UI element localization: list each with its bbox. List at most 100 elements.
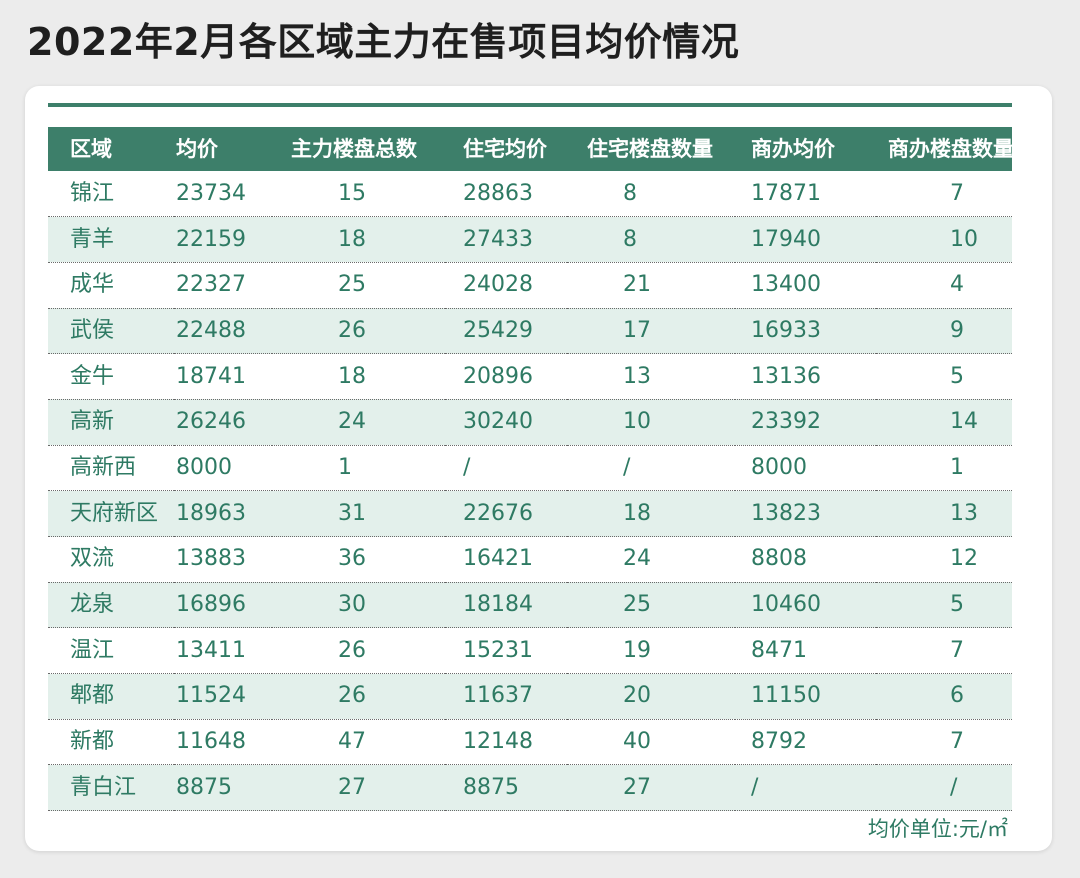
value-cell: 8: [567, 216, 735, 263]
table-header-row: 区域 均价 主力楼盘总数 住宅均价 住宅楼盘数量 商办均价 商办楼盘数量: [48, 127, 1014, 171]
value-cell: 16421: [445, 536, 567, 583]
value-cell: 8: [567, 171, 735, 218]
column-header: 商办均价: [751, 137, 835, 161]
value-cell: 10460: [735, 582, 876, 629]
value-cell: 17940: [735, 216, 876, 263]
value-cell: 18184: [445, 582, 567, 629]
page-title: 2022年2月各区域主力在售项目均价情况: [27, 20, 740, 64]
value-cell: 28863: [445, 171, 567, 218]
value-cell: 8808: [735, 536, 876, 583]
value-cell: 20896: [445, 353, 567, 400]
value-cell: 24: [567, 536, 735, 583]
value-cell: 40: [567, 719, 735, 766]
value-cell: 30240: [445, 399, 567, 446]
value-cell: 10: [876, 216, 1012, 263]
region-cell: 温江: [48, 627, 174, 675]
value-cell: 13400: [735, 262, 876, 309]
value-cell: 11524: [174, 673, 272, 720]
value-cell: 25429: [445, 308, 567, 355]
value-cell: 19: [567, 627, 735, 675]
value-cell: 16896: [174, 582, 272, 629]
price-table: 区域 均价 主力楼盘总数 住宅均价 住宅楼盘数量 商办均价 商办楼盘数量 锦江 2…: [48, 127, 1014, 812]
table-row: 郫都 11524 26 11637 20 11150 6: [48, 673, 1012, 720]
value-cell: 24: [272, 399, 445, 446]
table-row: 金牛 18741 18 20896 13 13136 5: [48, 353, 1012, 400]
value-cell: 8000: [174, 445, 272, 492]
region-cell: 天府新区: [48, 490, 174, 537]
table-row: 高新西 8000 1//8000 1: [48, 445, 1012, 492]
value-cell: 21: [567, 262, 735, 309]
table-body: 锦江 23734 15 28863 8 17871 7 青羊 22159 18 27433 8 1794…: [48, 171, 1012, 812]
value-cell: 27433: [445, 216, 567, 263]
value-cell: 11150: [735, 673, 876, 720]
value-cell: 16933: [735, 308, 876, 355]
region-cell: 龙泉: [48, 582, 174, 629]
value-cell: /: [445, 445, 567, 492]
column-header: 区域: [70, 137, 112, 161]
value-cell: 13883: [174, 536, 272, 583]
region-cell: 双流: [48, 536, 174, 583]
value-cell: 26246: [174, 399, 272, 446]
region-cell: 高新西: [48, 445, 174, 492]
value-cell: 15231: [445, 627, 567, 675]
value-cell: 18: [567, 490, 735, 537]
region-cell: 郫都: [48, 673, 174, 720]
column-header: 住宅楼盘数量: [587, 137, 713, 161]
table-row: 双流 13883 36 16421 24 8808 12: [48, 536, 1012, 583]
value-cell: 26: [272, 627, 445, 675]
value-cell: 13823: [735, 490, 876, 537]
value-cell: 23392: [735, 399, 876, 446]
value-cell: 22676: [445, 490, 567, 537]
value-cell: 8792: [735, 719, 876, 766]
table-row: 武侯 22488 26 25429 17 16933 9: [48, 308, 1012, 355]
table-row: 青白江 8875 27 8875 27//: [48, 764, 1012, 812]
table-row: 锦江 23734 15 28863 8 17871 7: [48, 171, 1012, 218]
value-cell: 18963: [174, 490, 272, 537]
value-cell: /: [735, 764, 876, 812]
table-row: 高新 26246 24 30240 10 23392 14: [48, 399, 1012, 446]
value-cell: 7: [876, 627, 1012, 675]
value-cell: 23734: [174, 171, 272, 218]
value-cell: 13: [876, 490, 1012, 537]
value-cell: 13411: [174, 627, 272, 675]
table-row: 温江 13411 26 15231 19 8471 7: [48, 627, 1012, 675]
value-cell: 1: [272, 445, 445, 492]
value-cell: 12: [876, 536, 1012, 583]
value-cell: 30: [272, 582, 445, 629]
value-cell: 1: [876, 445, 1012, 492]
value-cell: 26: [272, 673, 445, 720]
value-cell: 8000: [735, 445, 876, 492]
value-cell: 24028: [445, 262, 567, 309]
region-cell: 成华: [48, 262, 174, 309]
region-cell: 青羊: [48, 216, 174, 263]
value-cell: 18741: [174, 353, 272, 400]
value-cell: /: [876, 764, 1012, 812]
region-cell: 金牛: [48, 353, 174, 400]
value-cell: 26: [272, 308, 445, 355]
region-cell: 武侯: [48, 308, 174, 355]
region-cell: 青白江: [48, 764, 174, 812]
value-cell: 11637: [445, 673, 567, 720]
value-cell: 13136: [735, 353, 876, 400]
table-container: 区域 均价 主力楼盘总数 住宅均价 住宅楼盘数量 商办均价 商办楼盘数量 锦江 2…: [48, 127, 1014, 812]
table-row: 龙泉 16896 30 18184 25 10460 5: [48, 582, 1012, 629]
region-cell: 锦江: [48, 171, 174, 218]
column-header: 主力楼盘总数: [291, 137, 417, 161]
value-cell: 7: [876, 719, 1012, 766]
value-cell: 11648: [174, 719, 272, 766]
value-cell: 8875: [174, 764, 272, 812]
value-cell: 13: [567, 353, 735, 400]
value-cell: 36: [272, 536, 445, 583]
value-cell: 18: [272, 353, 445, 400]
column-header: 商办楼盘数量: [888, 137, 1014, 161]
value-cell: 12148: [445, 719, 567, 766]
table-row: 成华 22327 25 24028 21 13400 4: [48, 262, 1012, 309]
value-cell: 25: [567, 582, 735, 629]
value-cell: 17: [567, 308, 735, 355]
value-cell: 25: [272, 262, 445, 309]
top-divider: [48, 103, 1012, 107]
value-cell: 7: [876, 171, 1012, 218]
value-cell: 17871: [735, 171, 876, 218]
value-cell: 18: [272, 216, 445, 263]
value-cell: 31: [272, 490, 445, 537]
